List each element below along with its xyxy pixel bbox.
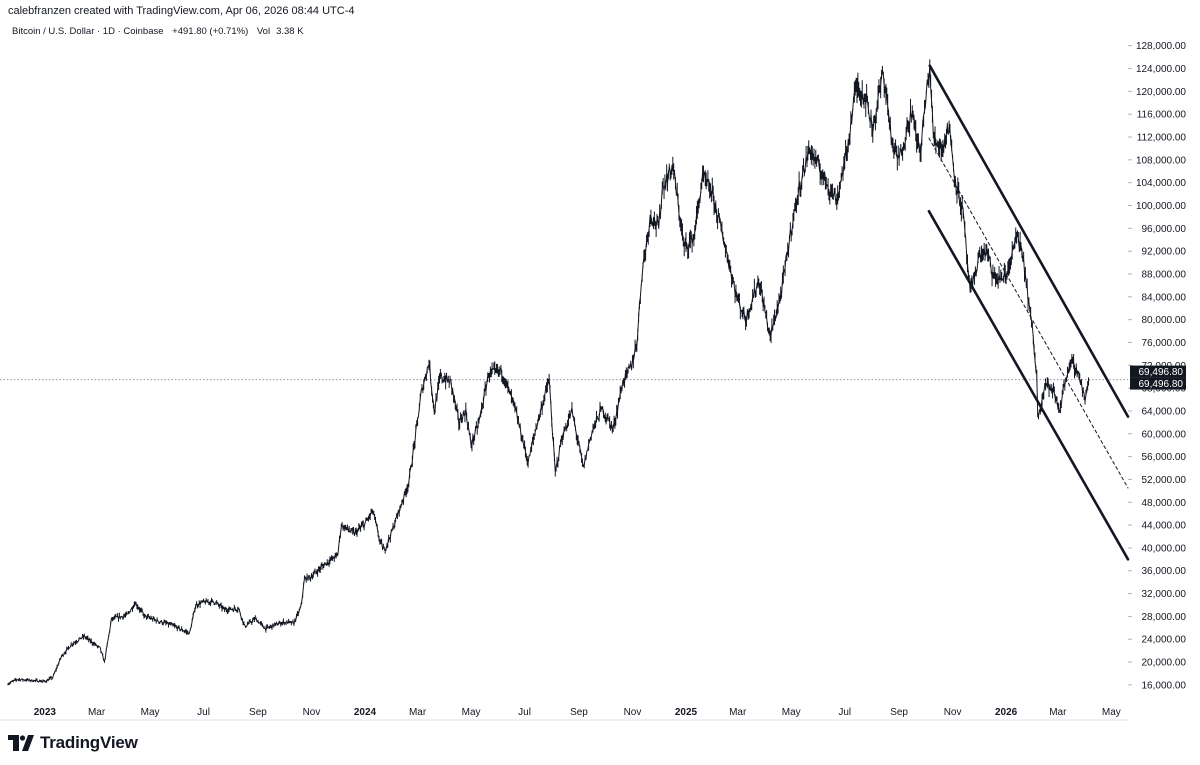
- y-tick-label: 96,000.00: [1142, 224, 1187, 235]
- y-tick-label: 104,000.00: [1136, 178, 1186, 189]
- y-tick-label: 80,000.00: [1142, 315, 1187, 326]
- last-price-label: 69,496.80: [1139, 379, 1184, 390]
- x-tick-label: May: [462, 707, 481, 718]
- x-tick-label: Mar: [1049, 707, 1067, 718]
- price-series-line: [7, 59, 1090, 686]
- x-tick-label: 2023: [34, 707, 57, 718]
- symbol-label[interactable]: Bitcoin / U.S. Dollar · 1D · Coinbase: [12, 26, 164, 37]
- y-tick-label: 124,000.00: [1136, 64, 1186, 75]
- x-tick-label: Nov: [944, 707, 962, 718]
- chart-attribution: calebfranzen created with TradingView.co…: [8, 5, 355, 17]
- x-tick-label: May: [141, 707, 160, 718]
- y-tick-label: 108,000.00: [1136, 155, 1186, 166]
- channel-lower-line: [927, 209, 1130, 561]
- tradingview-logo-text: TradingView: [40, 733, 138, 752]
- x-tick-label: 2024: [354, 707, 377, 718]
- x-tick-label: Sep: [890, 707, 908, 718]
- x-tick-label: Nov: [303, 707, 321, 718]
- price-change: +491.80 (+0.71%): [172, 26, 249, 37]
- x-tick-label: May: [782, 707, 801, 718]
- y-tick-label: 128,000.00: [1136, 41, 1186, 52]
- y-tick-label: 56,000.00: [1142, 452, 1187, 463]
- channel-midline-line: [928, 137, 1129, 489]
- x-tick-label: Jul: [197, 707, 210, 718]
- tradingview-branding[interactable]: TradingView: [8, 733, 138, 753]
- x-tick-label: 2026: [995, 707, 1018, 718]
- y-tick-label: 16,000.00: [1142, 680, 1187, 691]
- x-tick-label: Mar: [409, 707, 427, 718]
- x-tick-label: 2025: [675, 707, 698, 718]
- y-tick-label: 64,000.00: [1142, 406, 1187, 417]
- y-tick-label: 120,000.00: [1136, 87, 1186, 98]
- y-tick-label: 32,000.00: [1142, 589, 1187, 600]
- y-tick-label: 44,000.00: [1142, 521, 1187, 532]
- y-tick-label: 40,000.00: [1142, 543, 1187, 554]
- x-tick-label: May: [1102, 707, 1121, 718]
- y-tick-label: 76,000.00: [1142, 338, 1187, 349]
- y-tick-label: 88,000.00: [1142, 269, 1187, 280]
- x-tick-label: Sep: [249, 707, 267, 718]
- last-price-badge: [1130, 365, 1186, 378]
- x-tick-label: Nov: [624, 707, 642, 718]
- y-tick-label: 36,000.00: [1142, 566, 1187, 577]
- x-tick-label: Jul: [838, 707, 851, 718]
- x-tick-label: Sep: [570, 707, 588, 718]
- last-price-badge: [1130, 377, 1186, 390]
- y-tick-label: 116,000.00: [1137, 110, 1187, 121]
- tradingview-logo-icon: [8, 735, 34, 751]
- y-tick-label: 60,000.00: [1142, 429, 1187, 440]
- y-tick-label: 112,000.00: [1137, 133, 1187, 144]
- volume-value: 3.38 K: [276, 26, 304, 37]
- channel-upper-line: [928, 64, 1130, 418]
- y-tick-label: 52,000.00: [1142, 475, 1187, 486]
- y-tick-label: 48,000.00: [1142, 498, 1187, 509]
- y-tick-label: 24,000.00: [1142, 635, 1187, 646]
- volume-label: Vol: [256, 26, 271, 37]
- last-price-label: 69,496.80: [1139, 367, 1184, 378]
- symbol-legend: Bitcoin / U.S. Dollar · 1D · Coinbase +4…: [12, 26, 310, 37]
- x-tick-label: Jul: [518, 707, 531, 718]
- y-tick-label: 100,000.00: [1136, 201, 1186, 212]
- x-tick-label: Mar: [88, 707, 106, 718]
- y-tick-label: 84,000.00: [1142, 292, 1187, 303]
- y-tick-label: 20,000.00: [1142, 658, 1187, 669]
- y-tick-label: 28,000.00: [1142, 612, 1187, 623]
- y-tick-label: 92,000.00: [1142, 247, 1187, 258]
- x-tick-label: Mar: [729, 707, 747, 718]
